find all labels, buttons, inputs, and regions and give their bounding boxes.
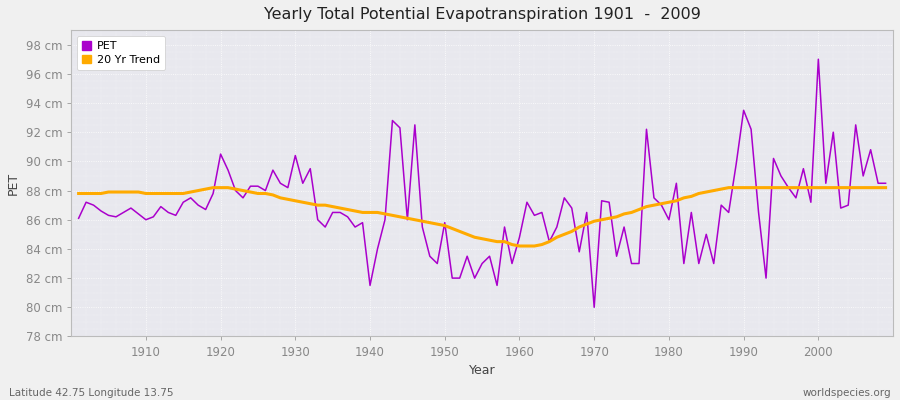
- Title: Yearly Total Potential Evapotranspiration 1901  -  2009: Yearly Total Potential Evapotranspiratio…: [264, 7, 700, 22]
- Text: worldspecies.org: worldspecies.org: [803, 388, 891, 398]
- Text: Latitude 42.75 Longitude 13.75: Latitude 42.75 Longitude 13.75: [9, 388, 174, 398]
- Y-axis label: PET: PET: [7, 172, 20, 195]
- X-axis label: Year: Year: [469, 364, 495, 377]
- Legend: PET, 20 Yr Trend: PET, 20 Yr Trend: [76, 36, 166, 70]
